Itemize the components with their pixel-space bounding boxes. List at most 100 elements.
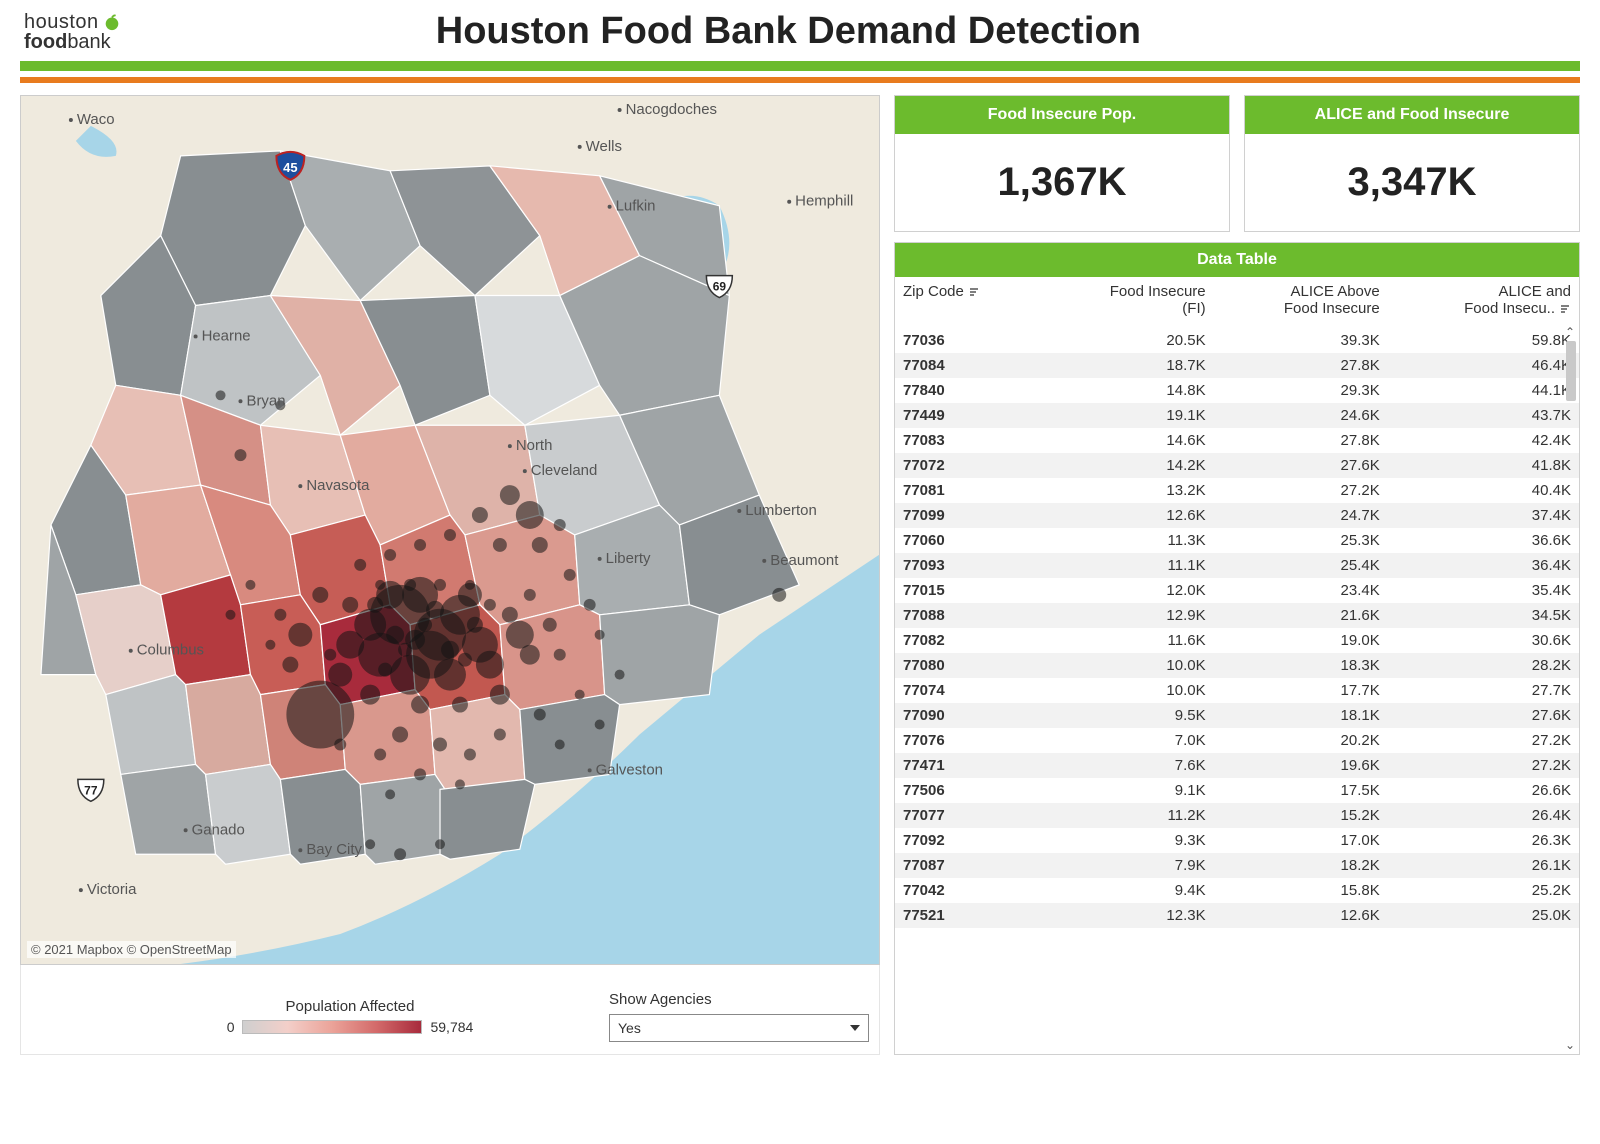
agency-dot[interactable] xyxy=(245,580,255,590)
table-row[interactable]: 77088 12.9K 21.6K 34.5K xyxy=(895,603,1579,628)
agency-dot[interactable] xyxy=(772,588,786,602)
agency-dot[interactable] xyxy=(265,640,275,650)
agency-dot[interactable] xyxy=(390,655,430,695)
agency-dot[interactable] xyxy=(564,569,576,581)
zip-region[interactable] xyxy=(440,779,535,859)
table-row[interactable]: 77072 14.2K 27.6K 41.8K xyxy=(895,453,1579,478)
agency-dot[interactable] xyxy=(418,618,432,632)
zip-region[interactable] xyxy=(186,675,271,775)
table-header-0[interactable]: Zip Code xyxy=(895,277,1040,328)
table-row[interactable]: 77076 7.0K 20.2K 27.2K xyxy=(895,728,1579,753)
agency-dot[interactable] xyxy=(444,529,456,541)
table-row[interactable]: 77074 10.0K 17.7K 27.7K xyxy=(895,678,1579,703)
agency-dot[interactable] xyxy=(360,685,380,705)
agency-dot[interactable] xyxy=(274,609,286,621)
zip-region[interactable] xyxy=(600,605,720,705)
agency-dot[interactable] xyxy=(378,663,392,677)
agency-dot[interactable] xyxy=(615,670,625,680)
agency-dot[interactable] xyxy=(532,537,548,553)
agency-dot[interactable] xyxy=(464,748,476,760)
table-row[interactable]: 77081 13.2K 27.2K 40.4K xyxy=(895,478,1579,503)
agency-dot[interactable] xyxy=(342,597,358,613)
agency-dot[interactable] xyxy=(312,587,328,603)
scrollbar-thumb[interactable] xyxy=(1566,341,1576,401)
table-row[interactable]: 77084 18.7K 27.8K 46.4K xyxy=(895,353,1579,378)
table-header-2[interactable]: ALICE AboveFood Insecure xyxy=(1214,277,1388,328)
agency-dot[interactable] xyxy=(554,519,566,531)
agency-dot[interactable] xyxy=(502,607,518,623)
agency-dot[interactable] xyxy=(575,690,585,700)
table-row[interactable]: 77042 9.4K 15.8K 25.2K xyxy=(895,878,1579,903)
agency-dot[interactable] xyxy=(465,580,475,590)
agency-dot[interactable] xyxy=(398,643,412,657)
table-row[interactable]: 77506 9.1K 17.5K 26.6K xyxy=(895,778,1579,803)
table-row[interactable]: 77080 10.0K 18.3K 28.2K xyxy=(895,653,1579,678)
agency-dot[interactable] xyxy=(494,729,506,741)
table-row[interactable]: 77099 12.6K 24.7K 37.4K xyxy=(895,503,1579,528)
map[interactable]: WacoNacogdochesWellsLufkinHemphillHearne… xyxy=(20,95,880,965)
zip-region[interactable] xyxy=(121,764,216,854)
agency-dot[interactable] xyxy=(476,651,504,679)
agency-dot[interactable] xyxy=(226,610,236,620)
agency-dot[interactable] xyxy=(404,579,416,591)
agency-dot[interactable] xyxy=(336,631,364,659)
agency-dot[interactable] xyxy=(367,597,383,613)
show-agencies-select[interactable]: Yes xyxy=(609,1014,869,1042)
agency-dot[interactable] xyxy=(493,538,507,552)
table-row[interactable]: 77093 11.1K 25.4K 36.4K xyxy=(895,553,1579,578)
agency-dot[interactable] xyxy=(384,549,396,561)
agency-dot[interactable] xyxy=(595,720,605,730)
agency-dot[interactable] xyxy=(595,630,605,640)
agency-dot[interactable] xyxy=(524,589,536,601)
agency-dot[interactable] xyxy=(516,501,544,529)
agency-dot[interactable] xyxy=(433,737,447,751)
agency-dot[interactable] xyxy=(234,449,246,461)
table-row[interactable]: 77087 7.9K 18.2K 26.1K xyxy=(895,853,1579,878)
agency-dot[interactable] xyxy=(411,696,429,714)
zip-region[interactable] xyxy=(76,585,176,695)
agency-dot[interactable] xyxy=(472,507,488,523)
agency-dot[interactable] xyxy=(455,779,465,789)
agency-dot[interactable] xyxy=(520,645,540,665)
table-row[interactable]: 77471 7.6K 19.6K 27.2K xyxy=(895,753,1579,778)
agency-dot[interactable] xyxy=(282,657,298,673)
table-row[interactable]: 77060 11.3K 25.3K 36.6K xyxy=(895,528,1579,553)
agency-dot[interactable] xyxy=(543,618,557,632)
zip-region[interactable] xyxy=(206,764,291,864)
agency-dot[interactable] xyxy=(386,626,404,644)
agency-dot[interactable] xyxy=(286,681,354,749)
agency-dot[interactable] xyxy=(394,848,406,860)
agency-dot[interactable] xyxy=(414,539,426,551)
table-row[interactable]: 77077 11.2K 15.2K 26.4K xyxy=(895,803,1579,828)
agency-dot[interactable] xyxy=(500,485,520,505)
table-row[interactable]: 77521 12.3K 12.6K 25.0K xyxy=(895,903,1579,928)
agency-dot[interactable] xyxy=(467,617,483,633)
agency-dot[interactable] xyxy=(216,390,226,400)
table-row[interactable]: 77090 9.5K 18.1K 27.6K xyxy=(895,703,1579,728)
table-row[interactable]: 77083 14.6K 27.8K 42.4K xyxy=(895,428,1579,453)
agency-dot[interactable] xyxy=(434,579,446,591)
scroll-up-icon[interactable]: ⌃ xyxy=(1565,325,1575,339)
agency-dot[interactable] xyxy=(392,727,408,743)
agency-dot[interactable] xyxy=(490,685,510,705)
table-row[interactable]: 77092 9.3K 17.0K 26.3K xyxy=(895,828,1579,853)
table-header-3[interactable]: ALICE andFood Insecu.. xyxy=(1388,277,1579,328)
table-row[interactable]: 77082 11.6K 19.0K 30.6K xyxy=(895,628,1579,653)
agency-dot[interactable] xyxy=(555,739,565,749)
agency-dot[interactable] xyxy=(506,621,534,649)
agency-dot[interactable] xyxy=(375,580,385,590)
agency-dot[interactable] xyxy=(288,623,312,647)
agency-dot[interactable] xyxy=(426,601,444,619)
agency-dot[interactable] xyxy=(385,789,395,799)
agency-dot[interactable] xyxy=(414,768,426,780)
agency-dot[interactable] xyxy=(374,748,386,760)
agency-dot[interactable] xyxy=(435,839,445,849)
agency-dot[interactable] xyxy=(365,839,375,849)
table-row[interactable]: 77840 14.8K 29.3K 44.1K xyxy=(895,378,1579,403)
agency-dot[interactable] xyxy=(354,559,366,571)
agency-dot[interactable] xyxy=(452,697,468,713)
agency-dot[interactable] xyxy=(484,599,496,611)
agency-dot[interactable] xyxy=(458,653,472,667)
table-row[interactable]: 77015 12.0K 23.4K 35.4K xyxy=(895,578,1579,603)
scroll-down-icon[interactable]: ⌄ xyxy=(1565,1038,1575,1052)
